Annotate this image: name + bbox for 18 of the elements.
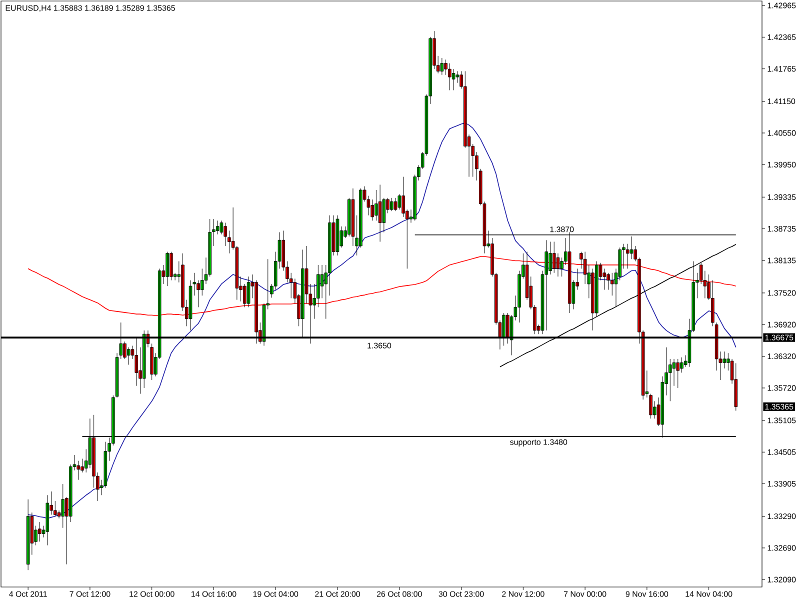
candlestick (212, 218, 216, 246)
candlestick (552, 241, 556, 274)
candlestick (394, 198, 398, 212)
candlestick (336, 215, 340, 256)
candlestick (448, 63, 452, 90)
candlestick (38, 522, 42, 542)
candlestick (378, 184, 382, 242)
candlestick (46, 494, 50, 546)
candlestick (150, 343, 154, 380)
candlestick (676, 358, 680, 388)
candlestick (166, 252, 169, 286)
candlestick (544, 240, 548, 331)
candlestick (734, 362, 738, 411)
candlestick (390, 198, 394, 212)
candlestick (26, 499, 30, 570)
candlestick (246, 276, 250, 308)
candlestick (224, 222, 227, 246)
candlestick (440, 58, 444, 76)
